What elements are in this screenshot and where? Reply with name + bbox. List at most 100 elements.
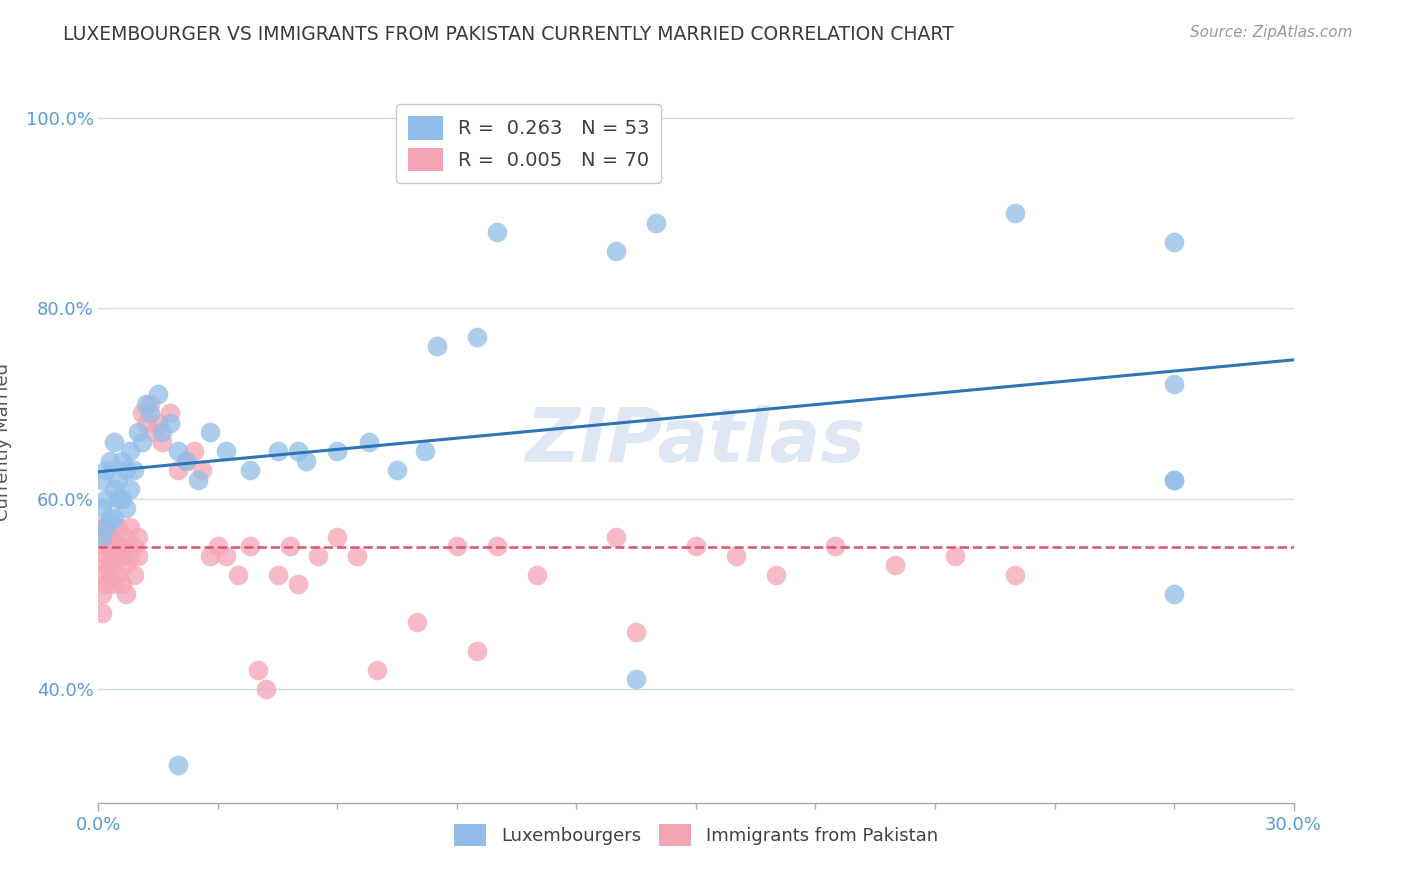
- Point: [111, 577, 134, 591]
- Point: [107, 567, 129, 582]
- Point: [91, 501, 114, 516]
- Point: [150, 434, 173, 449]
- Point: [120, 549, 142, 563]
- Point: [605, 244, 627, 259]
- Point: [115, 463, 138, 477]
- Point: [115, 587, 138, 601]
- Point: [426, 339, 449, 353]
- Point: [139, 406, 162, 420]
- Point: [103, 510, 125, 524]
- Point: [96, 520, 118, 534]
- Point: [167, 444, 190, 458]
- Point: [526, 567, 548, 582]
- Point: [685, 539, 707, 553]
- Point: [294, 453, 316, 467]
- Point: [465, 330, 488, 344]
- Point: [254, 681, 277, 696]
- Point: [198, 425, 221, 439]
- Point: [326, 444, 349, 458]
- Point: [207, 539, 229, 553]
- Point: [96, 577, 118, 591]
- Point: [139, 396, 162, 410]
- Point: [91, 587, 114, 601]
- Point: [124, 567, 146, 582]
- Point: [1163, 377, 1185, 392]
- Point: [98, 510, 122, 524]
- Text: ZIPatlas: ZIPatlas: [526, 405, 866, 478]
- Point: [307, 549, 329, 563]
- Point: [148, 416, 170, 430]
- Point: [124, 539, 146, 553]
- Point: [413, 444, 436, 458]
- Point: [605, 530, 627, 544]
- Point: [111, 491, 134, 506]
- Point: [103, 434, 125, 449]
- Point: [485, 226, 508, 240]
- Text: Source: ZipAtlas.com: Source: ZipAtlas.com: [1189, 25, 1353, 40]
- Point: [765, 567, 787, 582]
- Point: [246, 663, 269, 677]
- Point: [98, 453, 122, 467]
- Point: [98, 539, 122, 553]
- Point: [91, 539, 114, 553]
- Point: [98, 530, 122, 544]
- Point: [124, 463, 146, 477]
- Point: [115, 558, 138, 573]
- Point: [148, 387, 170, 401]
- Point: [96, 520, 118, 534]
- Point: [1004, 206, 1026, 220]
- Point: [1163, 473, 1185, 487]
- Point: [150, 425, 173, 439]
- Point: [359, 434, 381, 449]
- Point: [626, 672, 648, 686]
- Point: [91, 473, 114, 487]
- Point: [174, 453, 197, 467]
- Point: [135, 416, 157, 430]
- Point: [131, 406, 153, 420]
- Point: [287, 444, 309, 458]
- Point: [98, 567, 122, 582]
- Point: [366, 663, 388, 677]
- Point: [1004, 567, 1026, 582]
- Point: [143, 425, 166, 439]
- Point: [287, 577, 309, 591]
- Point: [96, 549, 118, 563]
- Y-axis label: Currently Married: Currently Married: [0, 362, 11, 521]
- Point: [1163, 587, 1185, 601]
- Point: [159, 416, 181, 430]
- Point: [91, 520, 114, 534]
- Point: [1163, 235, 1185, 249]
- Point: [103, 577, 125, 591]
- Point: [406, 615, 429, 630]
- Point: [111, 539, 134, 553]
- Point: [120, 444, 142, 458]
- Point: [103, 520, 125, 534]
- Point: [91, 530, 114, 544]
- Point: [724, 549, 747, 563]
- Point: [346, 549, 368, 563]
- Point: [824, 539, 846, 553]
- Point: [120, 482, 142, 496]
- Point: [115, 501, 138, 516]
- Point: [326, 530, 349, 544]
- Point: [111, 453, 134, 467]
- Point: [187, 473, 209, 487]
- Point: [107, 539, 129, 553]
- Point: [111, 549, 134, 563]
- Point: [943, 549, 966, 563]
- Point: [107, 520, 129, 534]
- Point: [127, 425, 149, 439]
- Point: [215, 444, 238, 458]
- Point: [278, 539, 301, 553]
- Point: [115, 530, 138, 544]
- Point: [127, 530, 149, 544]
- Point: [465, 643, 488, 657]
- Point: [174, 453, 197, 467]
- Point: [96, 463, 118, 477]
- Point: [135, 396, 157, 410]
- Point: [183, 444, 205, 458]
- Point: [267, 444, 290, 458]
- Point: [191, 463, 214, 477]
- Point: [91, 606, 114, 620]
- Point: [103, 549, 125, 563]
